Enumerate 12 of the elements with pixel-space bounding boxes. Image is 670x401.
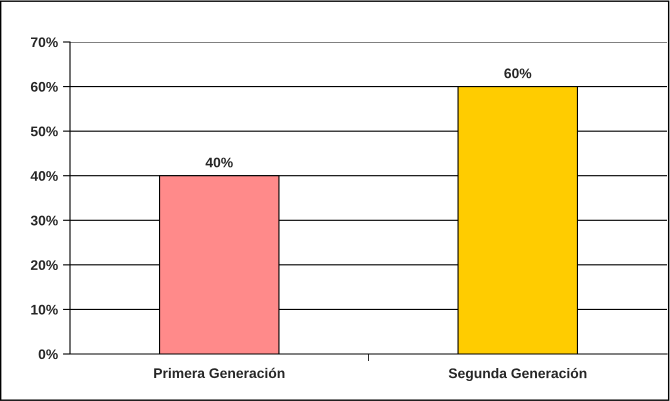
y-tick-label: 40% [30,171,58,181]
y-tick-label: 70% [30,37,58,48]
y-tick-label: 0% [38,349,58,360]
y-tick-label: 30% [30,216,58,226]
x-tick-label: Segunda Generación [448,368,586,382]
y-tick-label: 20% [30,260,58,270]
y-tick-label: 10% [31,304,58,315]
x-tick-label: Primera Generación [154,368,284,378]
data-label: 40% [206,158,233,168]
data-label: 60% [504,68,532,78]
y-tick-label: 50% [30,126,58,136]
y-tick-label: 60% [30,82,58,92]
